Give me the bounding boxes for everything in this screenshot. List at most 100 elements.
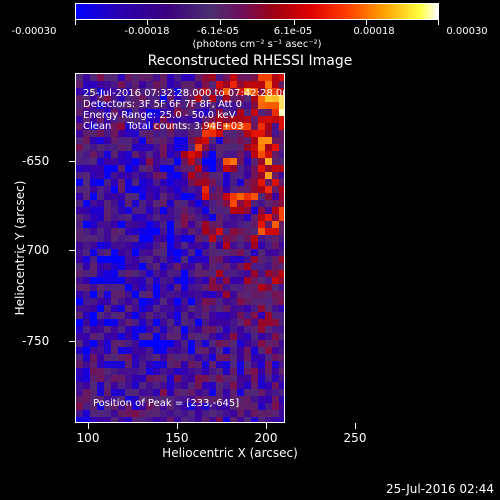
image-pixel (125, 375, 132, 382)
image-pixel (174, 361, 181, 368)
image-pixel (104, 382, 111, 389)
image-pixel (146, 340, 153, 347)
image-pixel (174, 277, 181, 284)
image-pixel (216, 109, 223, 116)
image-pixel (76, 256, 83, 263)
image-pixel (139, 263, 146, 270)
image-pixel (139, 193, 146, 200)
image-pixel (153, 144, 160, 151)
image-pixel (97, 389, 104, 396)
image-pixel (181, 403, 188, 410)
image-pixel (118, 305, 125, 312)
image-pixel (90, 123, 97, 130)
image-pixel (139, 249, 146, 256)
image-pixel (125, 319, 132, 326)
image-pixel (216, 74, 223, 81)
image-pixel (139, 116, 146, 123)
image-pixel (97, 130, 104, 137)
image-pixel (230, 333, 237, 340)
image-pixel (188, 347, 195, 354)
image-pixel (279, 389, 284, 396)
image-pixel (97, 102, 104, 109)
image-pixel (230, 137, 237, 144)
image-pixel (153, 256, 160, 263)
image-pixel (181, 277, 188, 284)
image-pixel (230, 151, 237, 158)
image-pixel (118, 256, 125, 263)
image-pixel (181, 123, 188, 130)
image-pixel (244, 109, 251, 116)
image-pixel (125, 235, 132, 242)
image-pixel (111, 277, 118, 284)
image-pixel (279, 270, 284, 277)
image-pixel (223, 116, 230, 123)
image-pixel (125, 221, 132, 228)
image-pixel (202, 410, 209, 417)
image-pixel (146, 277, 153, 284)
image-pixel (132, 207, 139, 214)
image-pixel (181, 263, 188, 270)
image-pixel (209, 284, 216, 291)
image-pixel (97, 95, 104, 102)
image-pixel (258, 214, 265, 221)
image-pixel (230, 375, 237, 382)
peak-position: Position of Peak = [233,-645] (93, 398, 240, 409)
image-pixel (202, 116, 209, 123)
image-pixel (216, 256, 223, 263)
y-tick-label: -750 (22, 334, 50, 348)
image-pixel (265, 382, 272, 389)
image-pixel (258, 347, 265, 354)
image-pixel (90, 263, 97, 270)
image-pixel (237, 382, 244, 389)
image-pixel (132, 130, 139, 137)
image-pixel (97, 347, 104, 354)
image-pixel (90, 319, 97, 326)
image-pixel (188, 235, 195, 242)
image-pixel (125, 130, 132, 137)
image-pixel (111, 410, 118, 417)
image-pixel (279, 305, 284, 312)
image-pixel (160, 284, 167, 291)
image-pixel (118, 396, 125, 403)
image-pixel (174, 221, 181, 228)
image-pixel (244, 410, 251, 417)
image-pixel (244, 305, 251, 312)
image-pixel (139, 333, 146, 340)
image-pixel (104, 263, 111, 270)
image-pixel (216, 116, 223, 123)
image-pixel (160, 305, 167, 312)
image-pixel (90, 144, 97, 151)
image-pixel (83, 95, 90, 102)
image-pixel (97, 368, 104, 375)
image-pixel (251, 81, 258, 88)
image-pixel (83, 368, 90, 375)
image-pixel (181, 165, 188, 172)
image-pixel (104, 228, 111, 235)
image-pixel (188, 312, 195, 319)
image-pixel (279, 95, 284, 102)
image-pixel (272, 200, 279, 207)
image-pixel (111, 207, 118, 214)
image-pixel (188, 116, 195, 123)
image-pixel (118, 326, 125, 333)
image-pixel (83, 347, 90, 354)
image-pixel (279, 249, 284, 256)
x-tick (88, 423, 89, 429)
image-pixel (90, 298, 97, 305)
image-pixel (139, 312, 146, 319)
image-pixel (83, 298, 90, 305)
image-pixel (132, 319, 139, 326)
image-pixel (104, 256, 111, 263)
image-pixel (216, 95, 223, 102)
image-pixel (132, 249, 139, 256)
image-pixel (202, 235, 209, 242)
image-pixel (230, 256, 237, 263)
image-pixel (139, 144, 146, 151)
image-pixel (90, 333, 97, 340)
image-pixel (160, 312, 167, 319)
image-pixel (237, 109, 244, 116)
image-pixel (251, 396, 258, 403)
image-pixel (132, 333, 139, 340)
image-pixel (125, 305, 132, 312)
image-pixel (223, 249, 230, 256)
